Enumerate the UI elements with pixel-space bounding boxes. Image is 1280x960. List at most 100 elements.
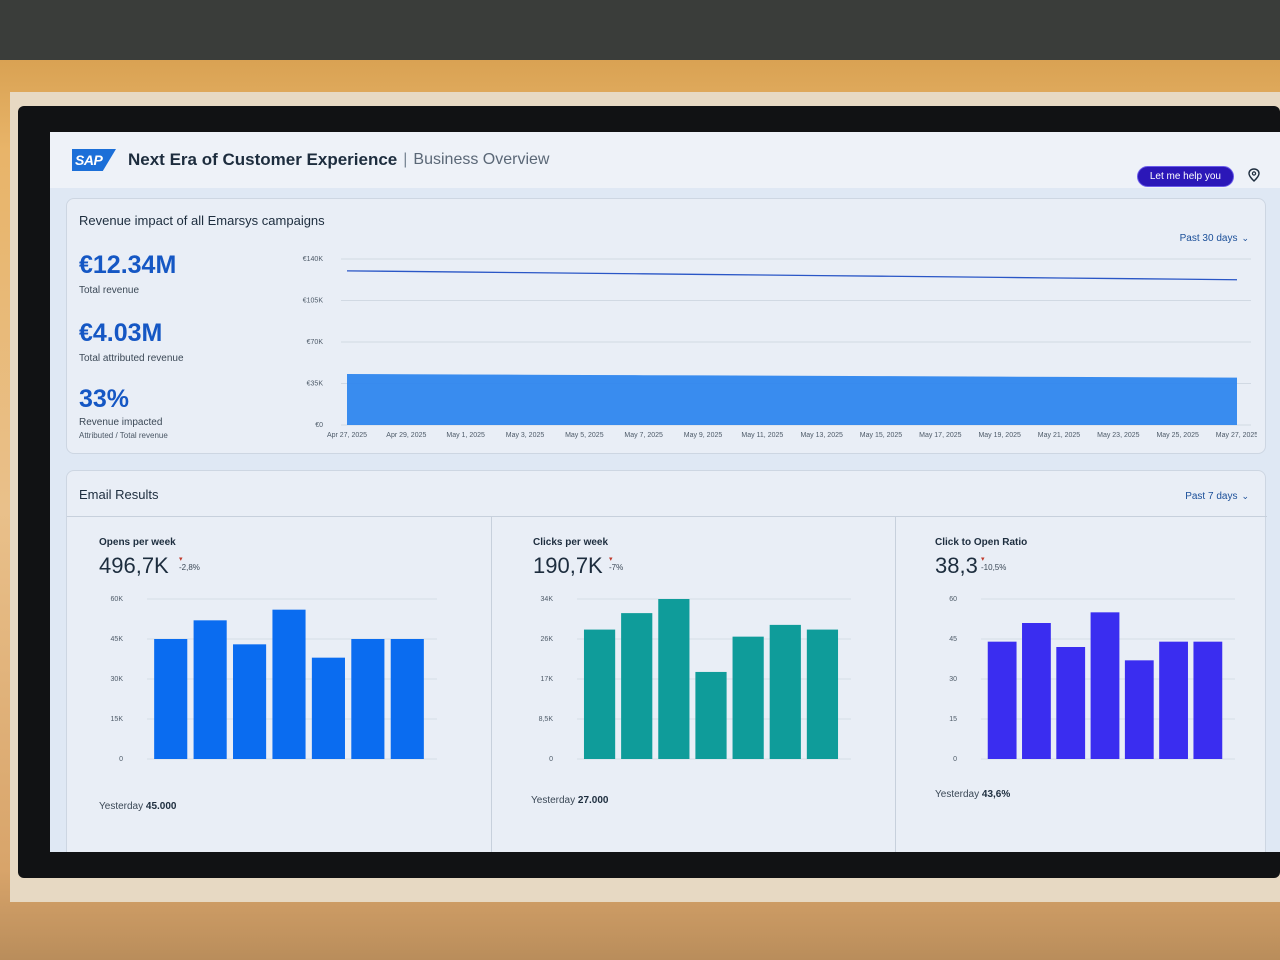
bar [987,641,1017,759]
title-separator: | [403,151,408,168]
opens-yesterday: Yesterday 45.000 [99,801,176,812]
opens-title: Opens per week [99,537,176,548]
opens-delta: ▾ -2,8% [179,556,200,572]
ratio-yesterday-label: Yesterday [935,789,980,800]
clicks-value: 190,7K [533,553,603,578]
opens-yesterday-label: Yesterday [99,801,144,812]
ratio-delta-value: -10,5% [981,563,1007,572]
bar [1022,623,1051,759]
bar [1056,647,1086,759]
opens-yesterday-value: 45.000 [145,801,177,812]
clicks-yesterday-label: Yesterday [531,795,576,806]
bar [732,636,764,759]
y-tick-label: 34K [541,596,554,603]
x-tick-label: May 19, 2025 [978,432,1021,439]
x-tick-label: Apr 27, 2025 [327,432,367,439]
y-tick-label: 17K [541,676,554,683]
clicks-yesterday-value: 27.000 [577,795,609,806]
revenue-impacted-value: 33% [79,385,130,413]
ratio-delta: ▾ -10,5% [981,556,1007,572]
bar [769,624,801,759]
y-tick-label: 45 [949,636,957,643]
total-revenue-value: €12.34M [79,251,177,279]
bar [311,657,345,759]
email-range-select[interactable]: Past 7 days ⌄ [1185,491,1249,502]
trend-down-icon: ▾ [981,556,985,563]
attributed-revenue-label: Total attributed revenue [79,353,184,364]
bar [1090,612,1120,759]
ratio-value: 38,3 [935,553,978,578]
bar [806,629,839,759]
x-tick-label: May 13, 2025 [800,432,843,439]
sap-logo[interactable]: SAP [72,149,116,171]
help-button[interactable]: Let me help you [1136,166,1234,187]
dashboard-screen: SAP Next Era of Customer Experience | Bu… [50,132,1280,852]
bar [1193,641,1223,759]
revenue-card-title: Revenue impact of all Emarsys campaigns [79,213,325,228]
y-tick-label: 0 [549,756,553,763]
revenue-range-select[interactable]: Past 30 days ⌄ [1180,233,1249,244]
y-tick-label: 15 [949,716,957,723]
x-tick-label: May 15, 2025 [860,432,903,439]
revenue-impacted-note: Attributed / Total revenue [79,431,168,440]
y-tick-label: 0 [119,756,123,763]
y-tick-label: €0 [315,422,323,429]
trend-down-icon: ▾ [179,556,183,563]
opens-bar-chart: 0 15K 30K 45K 60K [111,596,437,763]
ratio-yesterday-value: 43,6% [981,789,1011,800]
app-subtitle: Business Overview [413,151,550,168]
x-tick-label: May 9, 2025 [684,432,723,439]
x-tick-label: May 1, 2025 [446,432,485,439]
ratio-bar-chart: 0 15 30 45 60 [949,596,1235,763]
clicks-yesterday: Yesterday 27.000 [531,795,608,806]
attributed-revenue-value: €4.03M [79,319,163,347]
total-revenue-label: Total revenue [79,285,140,296]
attributed-revenue-area [347,374,1237,425]
bar [1124,660,1154,759]
clicks-bar-chart: 0 8,5K 17K 26K 34K [539,596,851,763]
app-header: SAP Next Era of Customer Experience | Bu… [50,132,1280,188]
x-tick-label: May 21, 2025 [1038,432,1081,439]
x-tick-label: Apr 29, 2025 [386,432,426,439]
y-tick-label: 60K [111,596,124,603]
x-tick-label: May 11, 2025 [741,432,783,439]
background-wall [0,0,1280,60]
panel-divider [491,517,492,852]
y-tick-label: 30 [949,676,957,683]
y-tick-label: 8,5K [539,716,554,723]
bar [658,599,690,759]
bar [695,671,727,759]
bar [351,639,385,759]
bar [583,629,616,759]
y-tick-label: €140K [303,256,324,263]
revenue-area-chart: €0 €35K €70K €105K €140K Apr 27, 2025 Apr 29, … [303,256,1257,439]
bar [621,613,653,759]
ratio-title: Click to Open Ratio [935,537,1028,548]
email-header-divider [67,516,1267,517]
location-pin-icon[interactable] [1248,168,1260,182]
y-tick-label: 26K [541,636,554,643]
bar [233,644,267,759]
bar [193,620,227,759]
panel-divider [895,517,896,852]
y-tick-label: 0 [953,756,957,763]
clicks-delta: ▾ -7% [609,556,623,572]
ratio-yesterday: Yesterday 43,6% [935,789,1010,800]
x-tick-label: May 7, 2025 [624,432,663,439]
revenue-card: Revenue impact of all Emarsys campaigns … [66,198,1266,454]
email-range-label: Past 7 days [1185,491,1238,502]
opens-delta-value: -2,8% [179,563,200,572]
trend-down-icon: ▾ [609,556,613,563]
bar [1159,641,1188,759]
revenue-impacted-label: Revenue impacted [79,417,163,428]
email-results-title: Email Results [79,487,159,502]
y-tick-label: 60 [949,596,957,603]
bar [154,639,188,759]
app-title: Next Era of Customer Experience [128,150,398,169]
email-results-card: Email Results Past 7 days ⌄ Opens per wee… [66,470,1267,852]
x-tick-label: May 17, 2025 [919,432,962,439]
y-tick-label: €35K [307,381,324,388]
bar [390,639,424,759]
chevron-down-icon: ⌄ [1241,491,1249,501]
y-tick-label: 30K [111,676,124,683]
